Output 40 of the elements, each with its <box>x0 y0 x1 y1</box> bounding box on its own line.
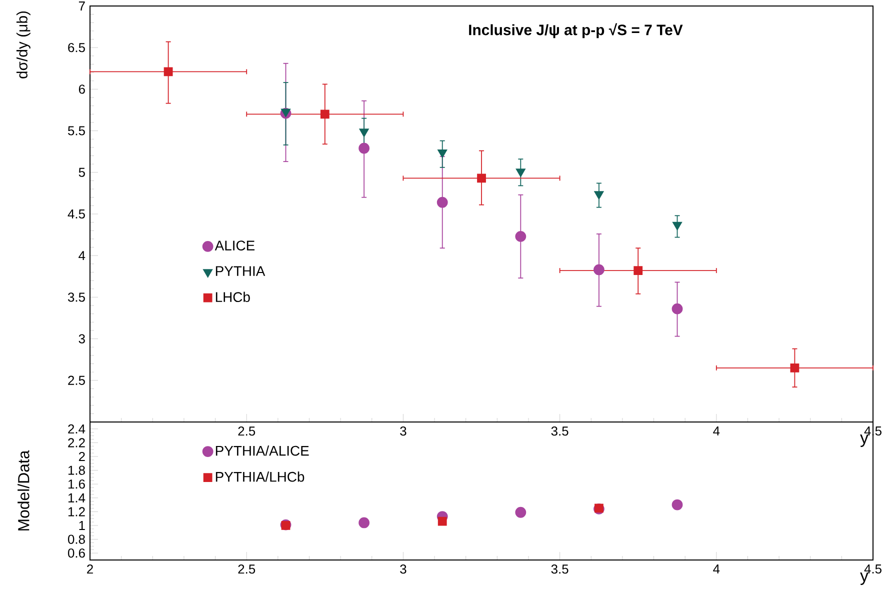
text: Inclusive J/ψ at p-p √S = 7 TeV <box>469 23 683 38</box>
y-tick-label: 5 <box>78 168 85 177</box>
y-tick-label: 1.2 <box>68 507 85 516</box>
y-tick-label: 1 <box>79 521 85 530</box>
x-axis-title: y <box>860 572 868 585</box>
y-tick-label: 4 <box>78 251 86 260</box>
y-tick-label: 0.8 <box>68 534 85 544</box>
y-tick-label: 0.6 <box>68 548 85 558</box>
legend-label: ALICE <box>214 240 255 250</box>
x-tick-label: 4 <box>713 426 720 436</box>
x-tick-label: 4 <box>713 564 720 574</box>
y-tick-label: 4.5 <box>68 209 85 218</box>
legend-label: PYTHIA <box>216 266 266 276</box>
y-tick-label: 2.2 <box>68 438 85 448</box>
legend-label: PYTHIA/ALICE <box>216 445 309 456</box>
y-tick-label: 5.5 <box>68 126 85 136</box>
y-tick-label: 2.5 <box>68 376 85 385</box>
y-tick-label: 3.5 <box>68 292 85 302</box>
y-tick-label: 2 <box>78 452 85 462</box>
x-tick-label: 3 <box>400 564 406 574</box>
y-axis-title: Model/Data <box>18 450 30 530</box>
x-tick-label: 3.5 <box>551 564 568 574</box>
x-tick-label: 2.5 <box>238 426 256 436</box>
y-tick-label: 7 <box>78 2 85 10</box>
x-tick-label: 2.5 <box>238 564 256 574</box>
y-tick-label: 6 <box>78 84 85 94</box>
x-axis-title: y <box>860 434 868 447</box>
y-tick-label: 1.6 <box>68 479 85 489</box>
y-tick-label: 2.4 <box>68 424 86 434</box>
y-tick-label: 1.8 <box>68 466 85 475</box>
legend-label: LHCb <box>216 292 250 302</box>
x-tick-label: 2 <box>87 564 93 574</box>
x-tick-label: 3.5 <box>551 426 568 436</box>
y-tick-label: 6.5 <box>68 43 85 52</box>
legend-label: PYTHIA/LHCb <box>216 472 304 482</box>
x-tick-label: 4.5 <box>864 564 882 574</box>
y-tick-label: 1.4 <box>68 493 86 502</box>
y-axis-title: dσ/dy (μb) <box>16 11 30 78</box>
y-tick-label: 3 <box>78 334 85 344</box>
x-tick-label: 3 <box>400 426 406 436</box>
